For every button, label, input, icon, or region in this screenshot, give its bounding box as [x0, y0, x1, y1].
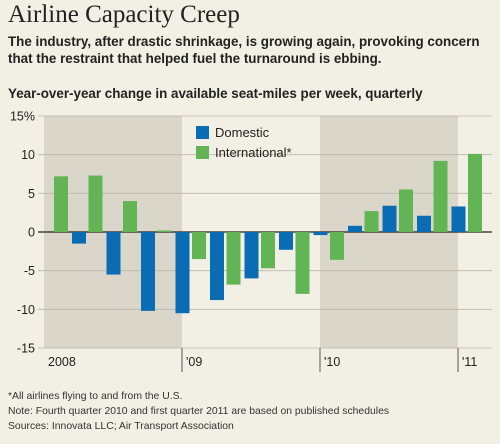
international-bar [157, 230, 172, 232]
legend-swatch [196, 146, 209, 159]
x-year-label: 2008 [48, 355, 76, 369]
international-bar [88, 175, 103, 232]
y-tick-label: 10 [21, 148, 35, 162]
chart-subtitle: The industry, after drastic shrinkage, i… [8, 34, 480, 66]
international-bar [468, 153, 482, 232]
footnote-sources: Sources: Innovata LLC; Air Transport Ass… [8, 421, 234, 432]
international-bar [433, 160, 448, 232]
international-bar [399, 189, 413, 232]
bar-chart: 15% 10 5 0 -5 -10 -15 2008 '09 '10 '11 Domestic Inte… [10, 110, 492, 372]
domestic-bar [244, 232, 259, 279]
domestic-bar [451, 206, 466, 232]
international-bar [364, 211, 379, 232]
chart-title: Airline Capacity Creep [8, 1, 240, 28]
y-tick-label: -15 [17, 342, 35, 356]
x-year-label: '11 [462, 355, 477, 369]
international-bar [295, 232, 310, 294]
footnote-note: Note: Fourth quarter 2010 and first quar… [8, 406, 390, 417]
international-bar [123, 201, 137, 232]
domestic-bar [141, 232, 155, 311]
domestic-bar [382, 205, 397, 232]
legend-label: Domestic [215, 125, 270, 140]
y-tick-label: 15% [10, 110, 35, 124]
international-bar [226, 232, 241, 285]
international-bar [261, 232, 275, 269]
domestic-bar [175, 232, 190, 314]
international-bar [54, 176, 68, 232]
international-bar [192, 232, 206, 260]
x-year-label: '09 [186, 355, 202, 369]
domestic-bar [72, 232, 86, 244]
international-bar [330, 232, 344, 260]
x-year-label: '10 [324, 355, 340, 369]
y-axis-label: Year-over-year change in available seat-… [8, 86, 423, 101]
legend-swatch [196, 126, 209, 139]
y-tick-label: -5 [24, 264, 35, 278]
legend-label: International* [215, 145, 292, 160]
domestic-bar [106, 232, 121, 275]
y-tick-label: -10 [17, 303, 35, 317]
y-tick-label: 0 [28, 226, 35, 240]
domestic-bar [210, 232, 224, 301]
footnotes: *All airlines flying to and from the U.S… [8, 389, 389, 434]
domestic-bar [313, 232, 328, 236]
domestic-bar [348, 225, 362, 232]
domestic-bar [279, 232, 293, 250]
y-tick-label: 5 [28, 187, 35, 201]
footnote-asterisk: *All airlines flying to and from the U.S… [8, 391, 183, 402]
domestic-bar [417, 215, 431, 232]
